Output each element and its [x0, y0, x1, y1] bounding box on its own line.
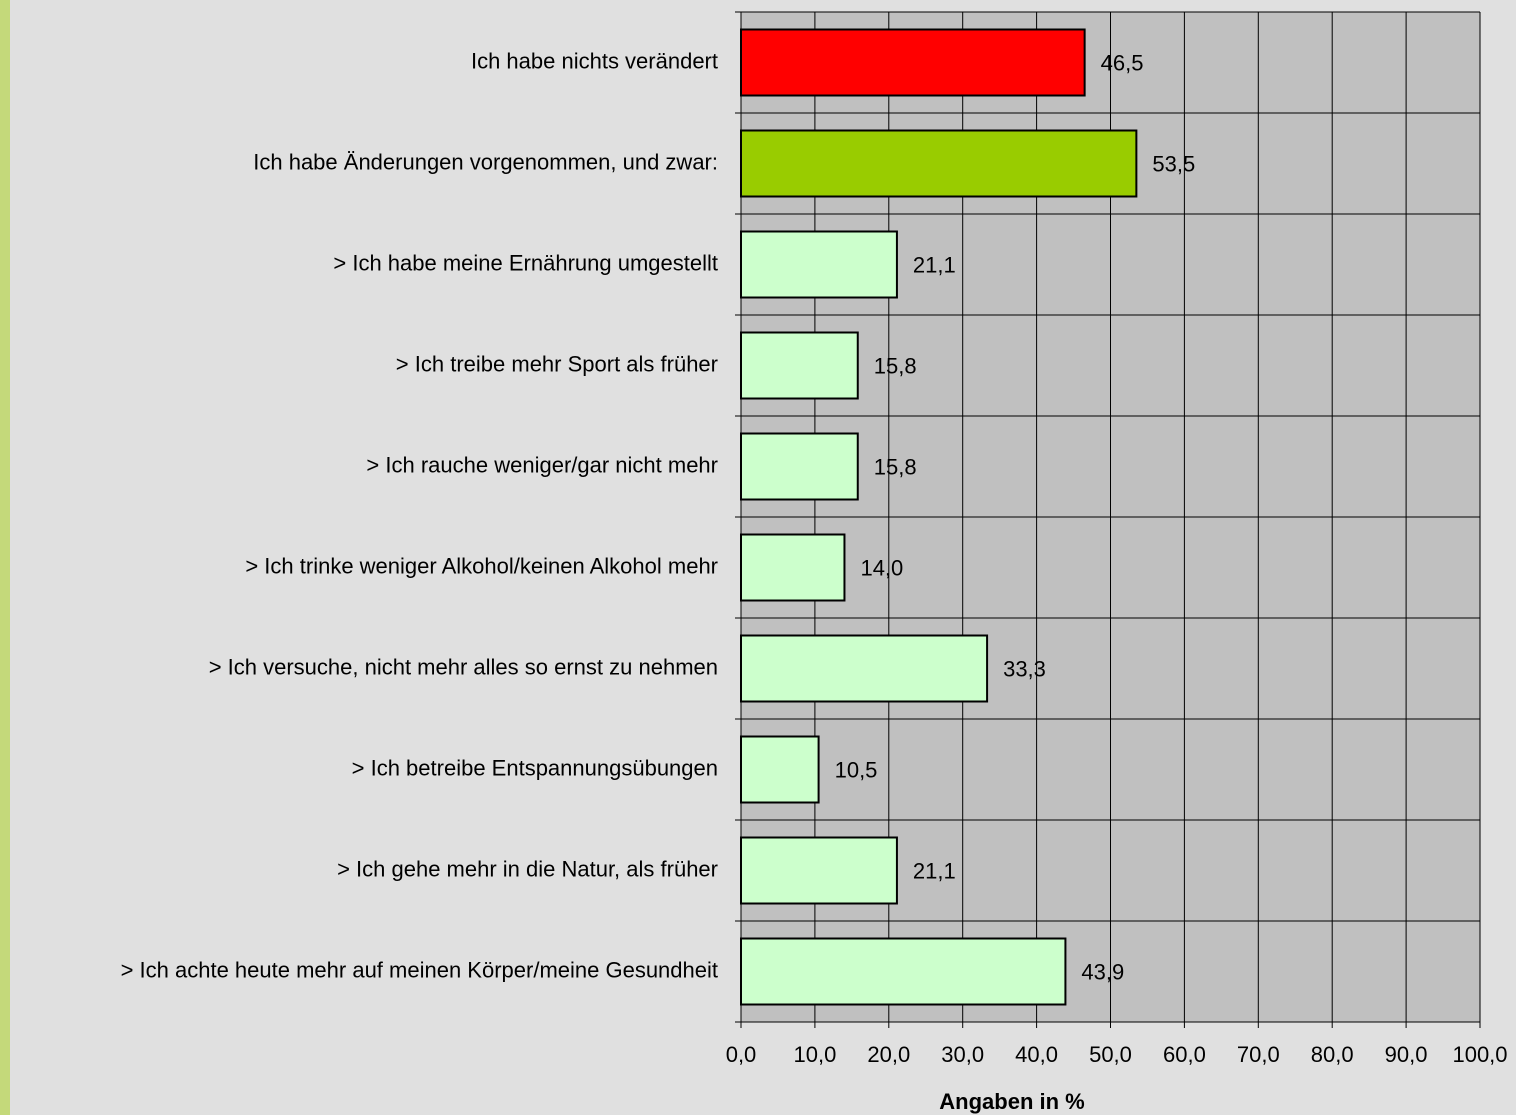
x-tick-label: 10,0: [793, 1042, 836, 1067]
x-tick-label: 70,0: [1237, 1042, 1280, 1067]
x-tick-label: 20,0: [867, 1042, 910, 1067]
bar: [740, 735, 820, 804]
x-tick-label: 90,0: [1385, 1042, 1428, 1067]
value-label: 21,1: [913, 252, 956, 277]
y-tick-label: > Ich betreibe Entspannungsübungen: [352, 755, 718, 780]
bar: [740, 331, 859, 400]
y-tick-label: > Ich gehe mehr in die Natur, als früher: [337, 856, 718, 881]
y-tick-label: > Ich habe meine Ernährung umgestellt: [333, 250, 718, 275]
bar: [740, 836, 898, 905]
y-tick-label: Ich habe nichts verändert: [471, 48, 718, 73]
y-tick-label: > Ich versuche, nicht mehr alles so erns…: [209, 654, 718, 679]
bar: [740, 634, 989, 703]
x-tick-label: 0,0: [726, 1042, 757, 1067]
x-tick-label: 50,0: [1089, 1042, 1132, 1067]
value-label: 15,8: [874, 454, 917, 479]
x-tick-label: 100,0: [1452, 1042, 1507, 1067]
value-label: 33,3: [1003, 656, 1046, 681]
y-tick-label: > Ich rauche weniger/gar nicht mehr: [366, 452, 718, 477]
x-axis-title: Angaben in %: [939, 1089, 1084, 1114]
x-tick-label: 80,0: [1311, 1042, 1354, 1067]
value-label: 53,5: [1152, 151, 1195, 176]
x-tick-label: 40,0: [1015, 1042, 1058, 1067]
y-tick-label: Ich habe Änderungen vorgenommen, und zwa…: [253, 149, 718, 174]
bar: [740, 533, 846, 602]
value-label: 15,8: [874, 353, 917, 378]
value-label: 10,5: [835, 757, 878, 782]
value-label: 46,5: [1101, 50, 1144, 75]
x-tick-label: 60,0: [1163, 1042, 1206, 1067]
y-tick-label: > Ich achte heute mehr auf meinen Körper…: [121, 957, 718, 982]
value-label: 43,9: [1081, 959, 1124, 984]
bar: [740, 937, 1067, 1006]
x-tick-label: 30,0: [941, 1042, 984, 1067]
value-label: 21,1: [913, 858, 956, 883]
bar: [740, 129, 1138, 198]
bar: [740, 230, 898, 299]
side-strip: [0, 0, 10, 1115]
y-tick-label: > Ich trinke weniger Alkohol/keinen Alko…: [245, 553, 718, 578]
y-tick-label: > Ich treibe mehr Sport als früher: [396, 351, 718, 376]
value-label: 14,0: [860, 555, 903, 580]
bar: [740, 28, 1086, 97]
bar: [740, 432, 859, 501]
